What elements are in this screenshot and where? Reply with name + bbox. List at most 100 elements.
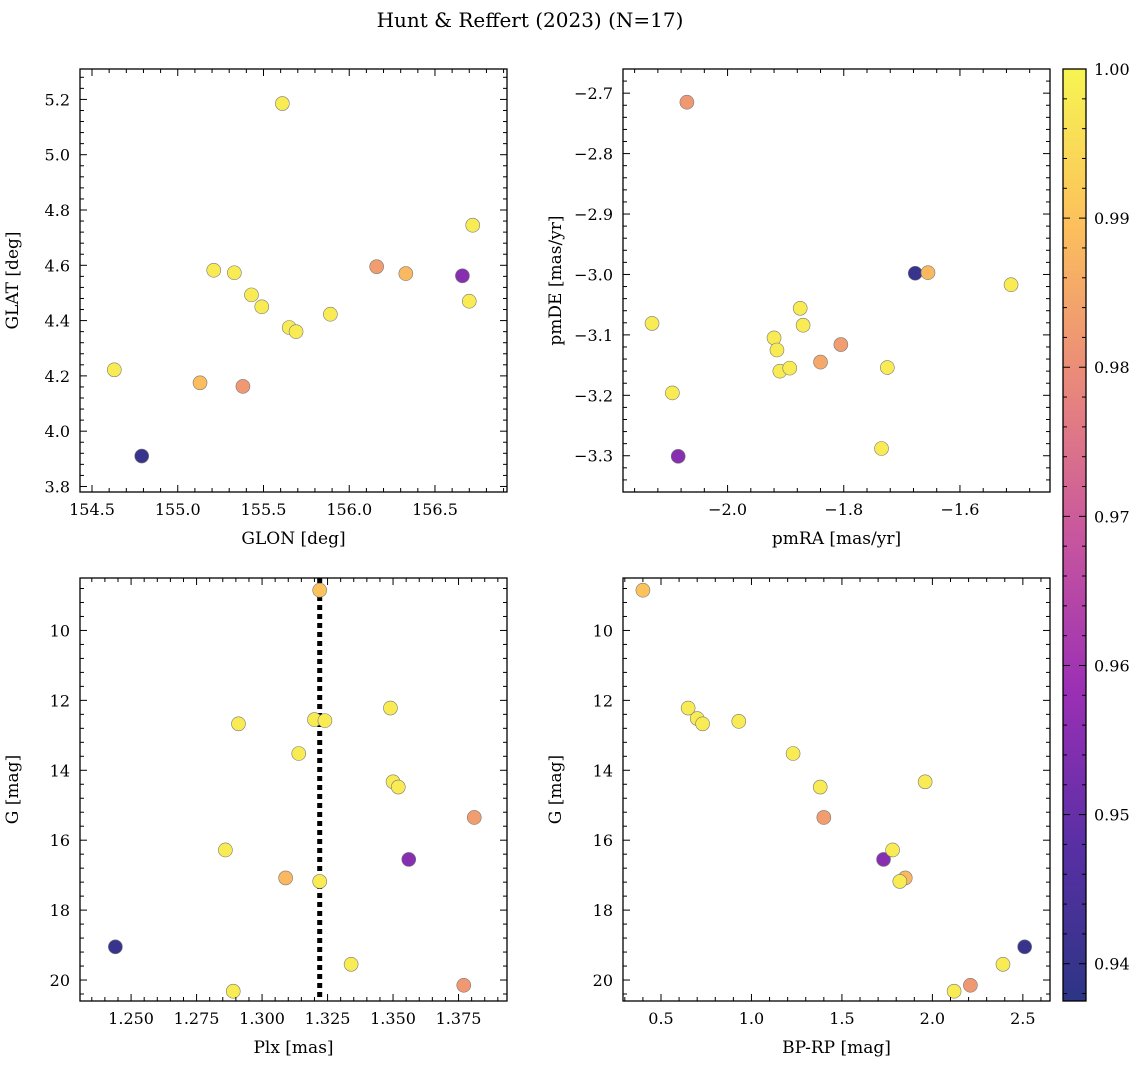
y-tick-label: 10 — [50, 621, 70, 640]
y-tick-label: 4.2 — [45, 367, 70, 386]
point — [792, 300, 808, 316]
point — [466, 810, 482, 825]
panel-3: 1.250 1.275 1.300 1.325 1.350 1.375 10 12 14 16 18… — [3, 577, 508, 1058]
x-tick-label: −2.0 — [708, 500, 747, 519]
point — [892, 874, 908, 889]
x-tick-label: 1.5 — [829, 1009, 854, 1028]
axes-frame — [79, 577, 508, 1002]
y-tick-label: 4.4 — [45, 312, 70, 331]
point — [455, 268, 470, 284]
y-tick-label: 16 — [593, 831, 613, 850]
point — [231, 716, 246, 732]
colorbar-frame — [1062, 68, 1087, 1002]
point — [343, 956, 359, 972]
point — [695, 716, 710, 732]
x-axis-label: GLON [deg] — [241, 529, 345, 549]
point — [813, 354, 828, 370]
point — [731, 714, 747, 729]
colorbar-gradient — [1063, 69, 1086, 1001]
point — [461, 293, 477, 309]
point — [398, 266, 414, 281]
point — [816, 810, 832, 825]
y-tick-label: −2.9 — [574, 205, 613, 224]
y-tick-label: −3.3 — [574, 447, 613, 466]
x-tick-label: 0.5 — [648, 1009, 673, 1028]
point — [907, 265, 923, 281]
point — [1017, 939, 1032, 955]
x-tick-label: 1.275 — [174, 1009, 220, 1028]
colorbar-tick-label: 0.99 — [1094, 209, 1130, 228]
y-tick-label: 12 — [593, 691, 613, 710]
point — [206, 262, 222, 278]
point — [963, 977, 978, 993]
panels: 154.5 155.0 155.5 156.0 156.5 3.8 4.0 4.2 4.4 4.6… — [3, 68, 1051, 1058]
x-axis-label: BP-RP [mag] — [782, 1038, 891, 1058]
axes-frame — [622, 68, 1051, 493]
point — [885, 842, 900, 858]
y-tick-label: −2.8 — [574, 145, 613, 164]
point — [995, 956, 1011, 972]
x-tick-label: 155.0 — [155, 500, 201, 519]
point — [390, 779, 406, 795]
y-tick-label: 5.0 — [45, 146, 70, 165]
y-tick-label: 10 — [593, 621, 613, 640]
y-axis-label: pmDE [mas/yr] — [546, 215, 566, 345]
y-tick-label: 14 — [593, 761, 613, 780]
point — [278, 870, 293, 886]
point — [106, 362, 122, 378]
point — [401, 852, 417, 867]
point — [244, 287, 259, 303]
y-tick-label: 14 — [50, 761, 70, 780]
point — [288, 324, 304, 339]
colorbar-tick-label: 0.97 — [1094, 507, 1130, 526]
y-tick-label: 18 — [593, 901, 613, 920]
x-tick-label: 2.5 — [1010, 1009, 1035, 1028]
figure-title: Hunt & Reffert (2023) (N=17) — [377, 8, 684, 32]
point — [670, 449, 686, 464]
point — [456, 977, 472, 993]
point — [812, 779, 828, 795]
point — [635, 582, 651, 598]
point — [785, 746, 801, 761]
point — [134, 448, 150, 464]
colorbar-tick-label: 0.94 — [1094, 955, 1130, 974]
y-tick-label: −3.0 — [574, 265, 613, 284]
y-tick-label: 20 — [50, 971, 70, 990]
panel-2: −2.0 −1.8 −1.6 −3.3 −3.2 −3.1 −3.0 −2.9 −2.8 −2.7… — [546, 68, 1051, 549]
y-axis-label: G [mag] — [546, 755, 566, 824]
point — [1003, 277, 1019, 293]
x-tick-label: 155.5 — [241, 500, 287, 519]
point — [782, 360, 798, 376]
panel-1: 154.5 155.0 155.5 156.0 156.5 3.8 4.0 4.2 4.4 4.6… — [3, 68, 508, 549]
x-tick-label: −1.8 — [824, 500, 863, 519]
panel-4: 0.5 1.0 1.5 2.0 2.5 10 12 14 16 18 20 BP-RP [mag] G … — [546, 577, 1051, 1058]
point — [254, 299, 270, 315]
y-tick-label: 12 — [50, 691, 70, 710]
colorbar-tick-label: 0.96 — [1094, 656, 1130, 675]
point — [644, 316, 660, 331]
y-axis-label: G [mag] — [3, 755, 23, 824]
point — [874, 441, 889, 456]
y-tick-label: 18 — [50, 901, 70, 920]
y-tick-label: −3.2 — [574, 386, 613, 405]
point — [108, 939, 123, 955]
x-tick-label: 1.325 — [305, 1009, 351, 1028]
x-tick-label: 1.0 — [739, 1009, 764, 1028]
y-tick-label: 16 — [50, 831, 70, 850]
point — [880, 360, 895, 375]
x-tick-label: 1.350 — [370, 1009, 416, 1028]
point — [876, 852, 891, 867]
point — [766, 330, 782, 346]
point — [225, 983, 241, 999]
colorbar-tick-label: 1.00 — [1094, 60, 1130, 79]
point — [218, 842, 233, 858]
x-axis-label: Plx [mas] — [253, 1038, 333, 1058]
y-tick-label: 5.2 — [45, 90, 70, 109]
axes-frame — [79, 68, 508, 493]
x-tick-label: 1.375 — [436, 1009, 482, 1028]
point — [795, 317, 811, 333]
point — [275, 96, 290, 111]
x-tick-label: 154.5 — [69, 500, 115, 519]
point — [769, 342, 785, 358]
